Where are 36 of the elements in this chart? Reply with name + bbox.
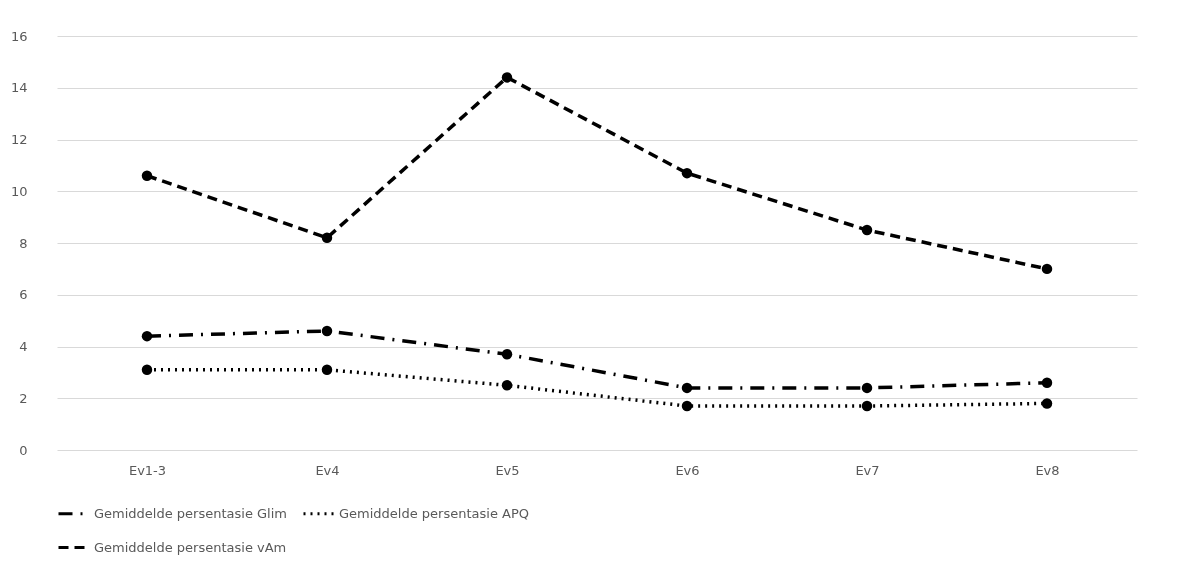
legend-label: Gemiddelde persentasie Glim <box>94 505 287 521</box>
x-tick-label: Ev4 <box>315 462 340 478</box>
point <box>681 400 693 412</box>
point <box>501 72 513 83</box>
point <box>501 380 513 391</box>
point <box>861 400 873 412</box>
y-tick-label: 0 <box>19 442 28 458</box>
point <box>681 167 693 179</box>
x-tick-label: Ev8 <box>1035 462 1060 478</box>
y-tick-label: 8 <box>19 235 28 251</box>
point <box>321 325 333 337</box>
y-tick-label: 10 <box>10 183 28 199</box>
point <box>321 232 333 244</box>
x-tick-label: Ev5 <box>495 462 520 478</box>
y-tick-label: 12 <box>10 132 28 147</box>
x-tick-label: Ev7 <box>855 462 880 478</box>
point <box>321 364 333 376</box>
point <box>681 382 693 394</box>
point <box>501 349 513 360</box>
point <box>141 330 153 342</box>
y-tick-label: 6 <box>19 287 28 303</box>
x-tick-label: Ev6 <box>675 462 700 478</box>
legend-label: Gemiddelde persentasie APQ <box>339 505 529 521</box>
point <box>141 364 153 376</box>
y-tick-label: 16 <box>10 28 28 44</box>
x-tick-label: Ev1-3 <box>128 462 167 478</box>
y-tick-label: 4 <box>19 339 28 354</box>
point <box>1041 377 1053 388</box>
y-tick-label: 14 <box>10 80 28 96</box>
point <box>861 382 873 394</box>
y-tick-label: 2 <box>19 390 28 406</box>
point <box>861 224 873 236</box>
legend-label: Gemiddelde persentasie vAm <box>94 539 287 555</box>
point <box>1041 263 1053 275</box>
point <box>141 170 153 181</box>
point <box>1041 398 1053 409</box>
